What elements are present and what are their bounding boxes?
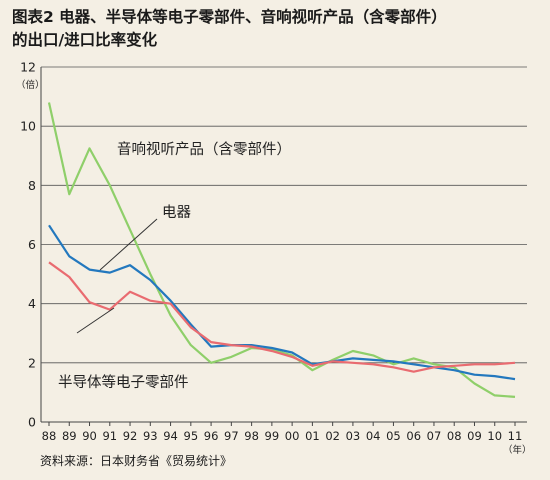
x-tick-label: 94 — [163, 429, 178, 443]
y-tick-label: 8 — [28, 178, 36, 193]
x-tick-label: 95 — [184, 429, 199, 443]
y-axis-ticks: 0 2 4 6 8 10 12 — [20, 60, 36, 430]
x-tick-label: 04 — [366, 429, 381, 443]
grid — [40, 66, 527, 423]
leader-line-electrical — [99, 218, 158, 271]
x-axis-ticks: 88 89 90 91 92 93 94 95 96 97 98 99 00 01 02 03 04 05 06 07… — [42, 422, 523, 443]
leader-line-semiconductor — [76, 307, 115, 334]
x-tick-label: 90 — [82, 429, 97, 443]
y-tick-label: 4 — [28, 296, 36, 311]
x-tick-label: 96 — [204, 429, 219, 443]
x-tick-label: 93 — [143, 429, 158, 443]
y-axis-unit: （倍） — [16, 79, 45, 91]
x-tick-label: 09 — [467, 429, 482, 443]
series-label-audio-video: 音响视听产品（含零部件） — [117, 141, 291, 158]
y-tick-label: 10 — [20, 119, 36, 134]
x-tick-label: 88 — [42, 429, 57, 443]
x-tick-label: 91 — [102, 429, 117, 443]
x-tick-label: 08 — [447, 429, 462, 443]
series-line-semiconductor — [48, 261, 516, 373]
x-tick-label: 03 — [346, 429, 361, 443]
x-tick-label: 10 — [487, 429, 502, 443]
y-tick-label: 2 — [28, 355, 36, 370]
x-tick-label: 98 — [244, 429, 259, 443]
x-tick-label: 00 — [285, 429, 300, 443]
x-tick-label: 01 — [305, 429, 320, 443]
x-tick-label: 89 — [62, 429, 77, 443]
series-line-audio-video — [47, 102, 516, 398]
x-axis-unit: （年） — [503, 444, 532, 456]
x-tick-label: 06 — [406, 429, 421, 443]
series-label-semiconductor: 半导体等电子零部件 — [58, 373, 189, 391]
x-tick-label: 92 — [123, 429, 138, 443]
y-tick-label: 12 — [20, 60, 36, 75]
y-tick-label: 0 — [28, 415, 36, 430]
annotations: 音响视听产品（含零部件） 电器 半导体等电子零部件 — [58, 141, 291, 391]
x-tick-label: 11 — [508, 429, 523, 443]
x-tick-label: 02 — [325, 429, 340, 443]
x-tick-label: 05 — [386, 429, 401, 443]
chart-title-line1: 图表2 电器、半导体等电子零部件、音响视听产品（含零部件） — [12, 8, 447, 26]
y-tick-label: 6 — [28, 237, 36, 252]
series-lines — [47, 102, 516, 398]
chart-title-line2: 的出口/进口比率变化 — [12, 31, 158, 49]
series-label-electrical: 电器 — [162, 204, 191, 221]
source-note: 资料来源：日本财务省《贸易统计》 — [40, 454, 233, 468]
x-tick-label: 97 — [224, 429, 239, 443]
x-tick-label: 07 — [427, 429, 442, 443]
x-tick-label: 99 — [265, 429, 280, 443]
chart-title: 图表2 电器、半导体等电子零部件、音响视听产品（含零部件） 的出口/进口比率变化 — [12, 6, 542, 52]
